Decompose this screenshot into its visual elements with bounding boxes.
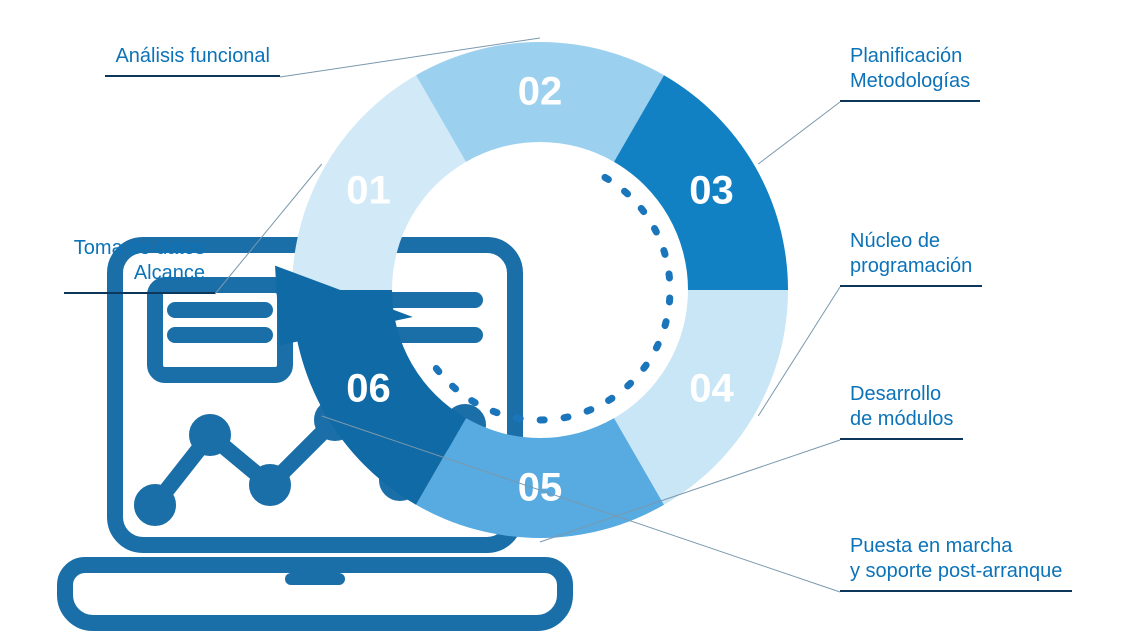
step-01-label: Toma de datos Alcance <box>64 232 215 294</box>
step-05-label-line-2: de módulos <box>850 408 953 430</box>
process-infographic: 010203040506 Toma de datosAlcance Anális… <box>0 0 1140 641</box>
step-04-label-line-2: programación <box>850 255 972 277</box>
step-01-label-line-2: Alcance <box>134 262 205 284</box>
leader-01 <box>215 164 322 294</box>
step-02-label-line-1: Análisis funcional <box>115 45 270 67</box>
step-06-label-line-2: y soporte post-arranque <box>850 560 1062 582</box>
step-01-label-line-1: Toma de datos <box>74 237 205 259</box>
leader-05 <box>540 440 840 542</box>
step-02-label: Análisis funcional <box>105 40 280 77</box>
step-05-label-line-1: Desarrollo <box>850 383 941 405</box>
leader-03 <box>758 102 840 164</box>
leader-04 <box>758 287 840 416</box>
step-04-label-line-1: Núcleo de <box>850 230 940 252</box>
step-03-label-line-2: Metodologías <box>850 70 970 92</box>
step-06-label-line-1: Puesta en marcha <box>850 535 1012 557</box>
step-05-label: Desarrollo de módulos <box>840 378 963 440</box>
step-03-label-line-1: Planificación <box>850 45 962 67</box>
leader-06 <box>322 416 840 592</box>
step-03-label: Planificación Metodologías <box>840 40 980 102</box>
step-06-label: Puesta en marcha y soporte post-arranque <box>840 530 1072 592</box>
leader-02 <box>280 38 540 77</box>
step-04-label: Núcleo de programación <box>840 225 982 287</box>
